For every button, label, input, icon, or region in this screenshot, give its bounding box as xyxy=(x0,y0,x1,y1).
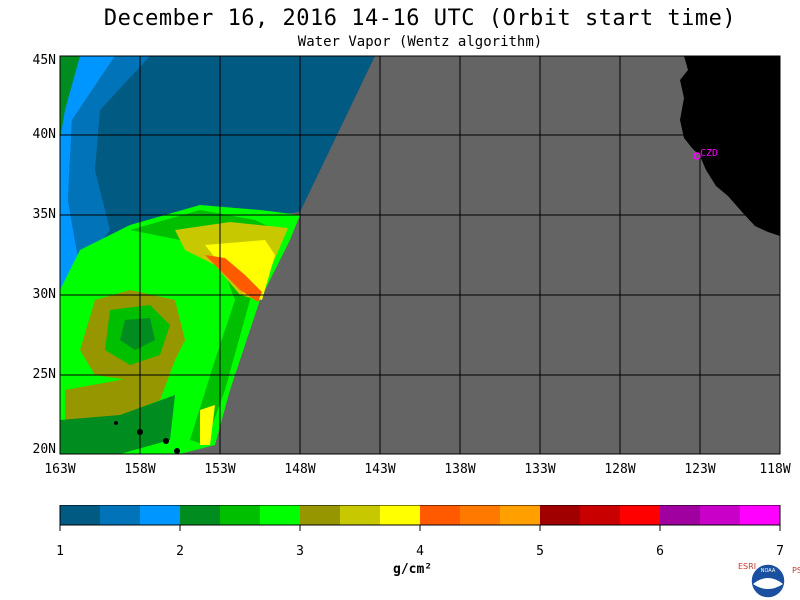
swath-orange-streak xyxy=(205,255,262,302)
colorbar-swatch xyxy=(100,505,140,525)
colorbar-tick-label: 4 xyxy=(416,544,424,559)
colorbar-swatch xyxy=(700,505,740,525)
colorbar-swatch xyxy=(220,505,260,525)
swath-blue xyxy=(60,56,115,290)
colorbar-tick-label: 7 xyxy=(776,544,784,559)
colorbar-tick-label: 6 xyxy=(656,544,664,559)
lat-label: 35N xyxy=(32,207,56,222)
colorbar-swatch xyxy=(620,505,660,525)
swath-green-outer xyxy=(60,56,80,140)
swath-mid-blue xyxy=(68,56,150,270)
colorbar-swatch xyxy=(500,505,540,525)
colorbar-swatch xyxy=(260,505,300,525)
map-subtitle: Water Vapor (Wentz algorithm) xyxy=(297,34,543,50)
lon-label: 158W xyxy=(124,462,156,477)
lat-label: 20N xyxy=(32,442,56,457)
lon-label: 153W xyxy=(204,462,236,477)
colorbar-tick-label: 2 xyxy=(176,544,184,559)
colorbar-swatch xyxy=(660,505,700,525)
colorbar-tick-label: 5 xyxy=(536,544,544,559)
swath-dark-green-core xyxy=(120,318,155,350)
logo-center-text: NOAA xyxy=(761,568,776,574)
colorbar-unit: g/cm² xyxy=(393,562,433,577)
colorbar-swatch xyxy=(340,505,380,525)
island xyxy=(163,438,169,444)
lon-label: 128W xyxy=(604,462,636,477)
lat-label: 25N xyxy=(32,367,56,382)
colorbar-swatch xyxy=(580,505,620,525)
water-vapor-map: CZD xyxy=(59,55,781,455)
swath-lower-dark-green xyxy=(60,395,175,454)
colorbar-tick-label: 1 xyxy=(56,544,64,559)
island xyxy=(174,448,180,454)
land-west-coast xyxy=(680,56,780,236)
colorbar-swatch xyxy=(540,505,580,525)
colorbar-swatch xyxy=(420,505,460,525)
lat-label: 30N xyxy=(32,287,56,302)
lon-label: 118W xyxy=(759,462,791,477)
colorbar-swatch xyxy=(140,505,180,525)
swath-yellow-strip xyxy=(200,405,215,445)
colorbar-swatch xyxy=(180,505,220,525)
lat-label: 40N xyxy=(32,127,56,142)
lat-label: 45N xyxy=(32,53,56,68)
colorbar-swatch xyxy=(60,505,100,525)
lon-label: 133W xyxy=(524,462,556,477)
colorbar-swatch xyxy=(380,505,420,525)
lon-label: 138W xyxy=(444,462,476,477)
map-title: December 16, 2016 14-16 UTC (Orbit start… xyxy=(103,6,737,31)
lon-label: 123W xyxy=(684,462,716,477)
colorbar xyxy=(59,505,781,531)
lon-label: 143W xyxy=(364,462,396,477)
colorbar-swatch xyxy=(300,505,340,525)
station-label: CZD xyxy=(700,148,718,159)
logo-right-text: PSD xyxy=(792,566,800,575)
noaa-logo: ESRL PSD NOAA xyxy=(738,560,800,600)
station-marker xyxy=(693,152,701,160)
graticule xyxy=(60,56,780,454)
island xyxy=(114,421,118,425)
lon-label: 148W xyxy=(284,462,316,477)
lon-label: 163W xyxy=(44,462,76,477)
swath-bright-yellow xyxy=(205,240,275,300)
map-frame xyxy=(59,55,781,455)
noaa-emblem-icon: NOAA xyxy=(750,563,786,599)
colorbar-tick-label: 3 xyxy=(296,544,304,559)
swath-dark-blue xyxy=(60,56,375,250)
colorbar-swatch xyxy=(740,505,780,525)
colorbar-swatch xyxy=(460,505,500,525)
